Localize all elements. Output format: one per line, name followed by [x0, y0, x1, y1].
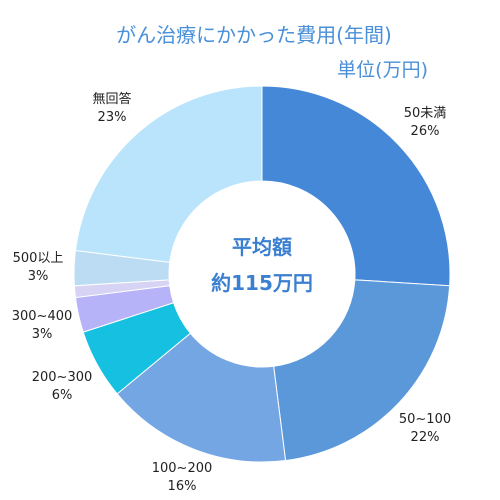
chart-title: がん治療にかかった費用(年間): [116, 23, 392, 47]
pie-slice-7: [74, 85, 263, 263]
center-label-title: 平均額: [232, 235, 292, 259]
slice-category-label: 50~100: [399, 412, 451, 427]
slice-category-label: 500以上: [13, 251, 64, 266]
slice-percent-label: 26%: [411, 124, 440, 139]
slice-category-label: 200~300: [32, 370, 93, 385]
slice-percent-label: 22%: [411, 430, 440, 445]
label-group: 50未満 26% 50~100 22% 100~200 16% 200~300 6% 300~4…: [12, 91, 451, 494]
slice-percent-label: 3%: [32, 327, 53, 342]
center-label-value: 約115万円: [211, 271, 313, 295]
slice-category-label: 50未満: [404, 106, 447, 121]
slice-category-label: 100~200: [152, 461, 213, 476]
pie-slice-1: [261, 85, 451, 287]
pie-slice-2: [273, 279, 451, 462]
slice-group: [73, 85, 451, 463]
slice-category-label: 300~400: [12, 309, 73, 324]
slice-percent-label: 3%: [28, 269, 49, 284]
slice-percent-label: 16%: [168, 479, 197, 494]
slice-percent-label: 23%: [98, 110, 127, 125]
slice-percent-label: 6%: [52, 388, 73, 403]
chart-subtitle: 単位(万円): [337, 59, 428, 81]
slice-category-label: 無回答: [92, 91, 131, 107]
pie-slice-3: [116, 332, 287, 463]
